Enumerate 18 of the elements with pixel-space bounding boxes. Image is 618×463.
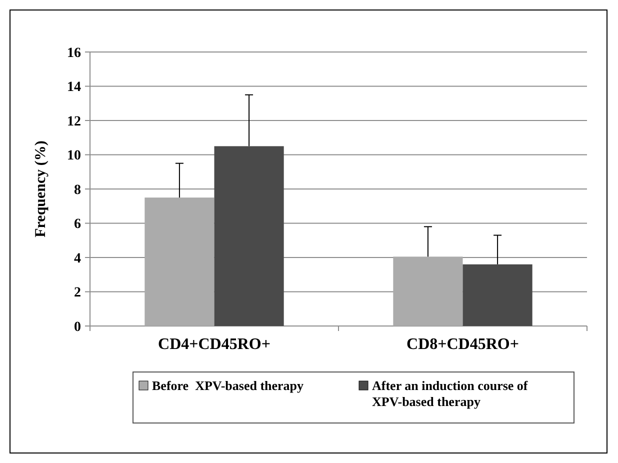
legend-label: Before XPV-based therapy [152, 378, 304, 393]
y-tick-label: 16 [67, 46, 81, 61]
legend-label: After an induction course of XPV-based therapy [372, 378, 528, 409]
bar [393, 256, 463, 326]
y-tick-label: 8 [74, 182, 81, 198]
y-tick-label: 10 [67, 148, 81, 164]
y-tick-label: 14 [67, 80, 81, 96]
y-axis-title: Frequency (%) [33, 140, 49, 238]
bar [144, 198, 214, 326]
bar [214, 146, 284, 326]
y-tick-label: 4 [74, 251, 81, 266]
y-tick-label: 6 [74, 217, 81, 232]
x-tick-label: CD8+CD45RO+ [406, 336, 519, 353]
y-tick-label: 0 [74, 320, 81, 335]
y-tick-label: 2 [74, 286, 81, 301]
y-tick-label: 12 [67, 114, 81, 130]
bar [462, 264, 532, 326]
x-tick-label: CD4+CD45RO+ [158, 336, 270, 353]
